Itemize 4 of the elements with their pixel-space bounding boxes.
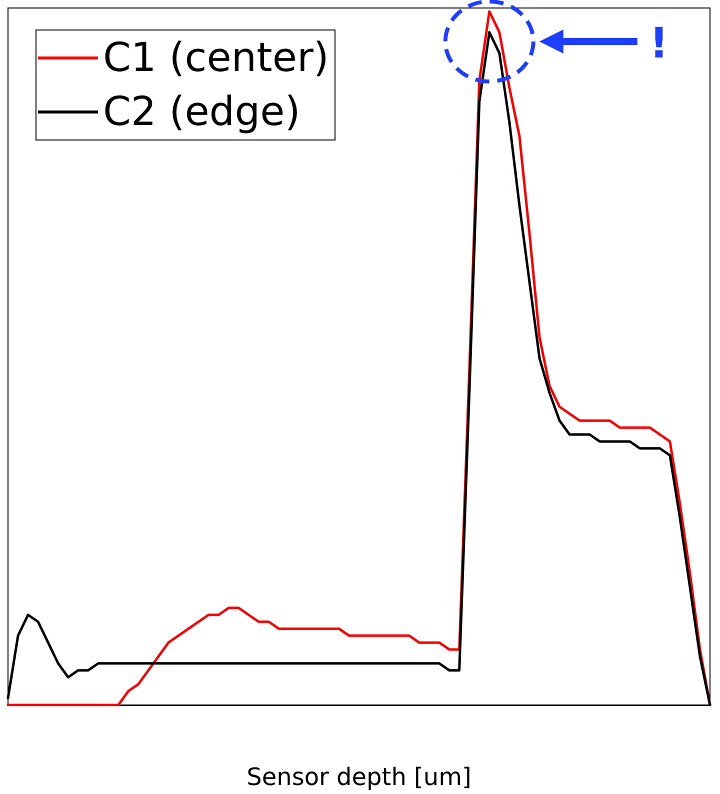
annotation: !: [649, 18, 669, 68]
legend-label: C1 (center): [103, 35, 329, 81]
x-axis-title: Sensor depth [um]: [246, 763, 472, 791]
legend-label: C2 (edge): [103, 89, 300, 135]
